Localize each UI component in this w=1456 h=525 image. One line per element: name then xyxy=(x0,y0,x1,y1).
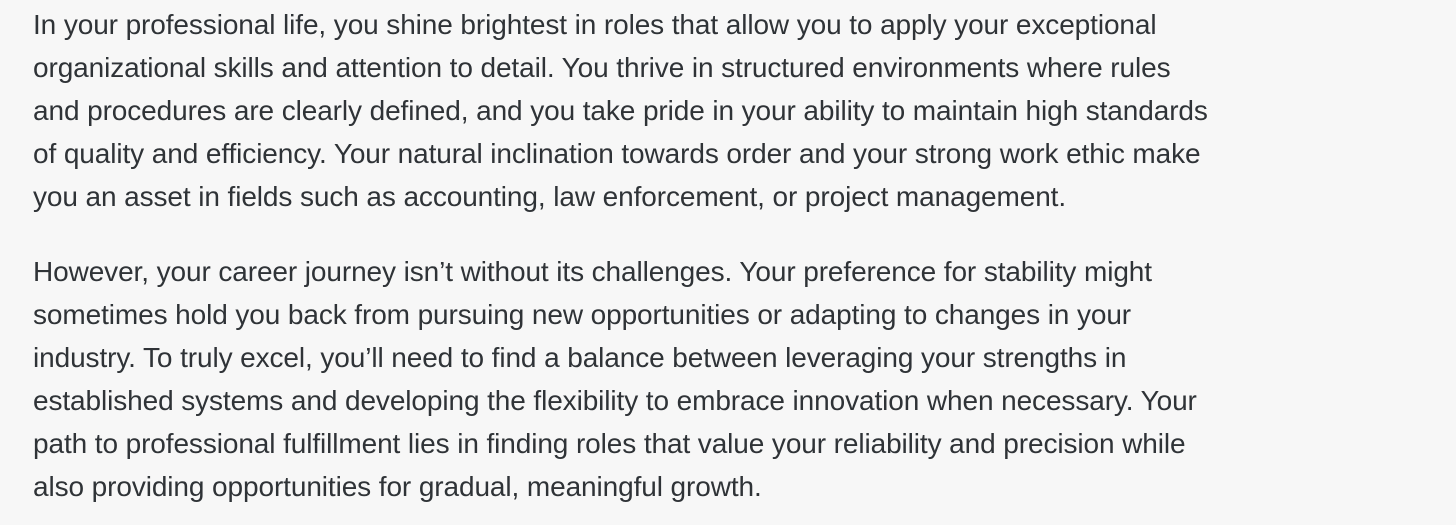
text-line: In your professional life, you shine bri… xyxy=(33,9,1157,40)
text-line: industry. To truly excel, you’ll need to… xyxy=(33,342,1127,373)
paragraph-career-challenges: However, your career journey isn’t witho… xyxy=(33,250,1197,508)
text-line: and procedures are clearly defined, and … xyxy=(33,95,1208,126)
paragraph-professional-life: In your professional life, you shine bri… xyxy=(33,3,1208,218)
text-line: also providing opportunities for gradual… xyxy=(33,471,762,502)
text-line: However, your career journey isn’t witho… xyxy=(33,256,1152,287)
text-line: established systems and developing the f… xyxy=(33,385,1197,416)
text-line: you an asset in fields such as accountin… xyxy=(33,181,1067,212)
text-line: path to professional fulfillment lies in… xyxy=(33,428,1186,459)
text-line: of quality and efficiency. Your natural … xyxy=(33,138,1201,169)
text-line: sometimes hold you back from pursuing ne… xyxy=(33,299,1132,330)
text-line: organizational skills and attention to d… xyxy=(33,52,1171,83)
